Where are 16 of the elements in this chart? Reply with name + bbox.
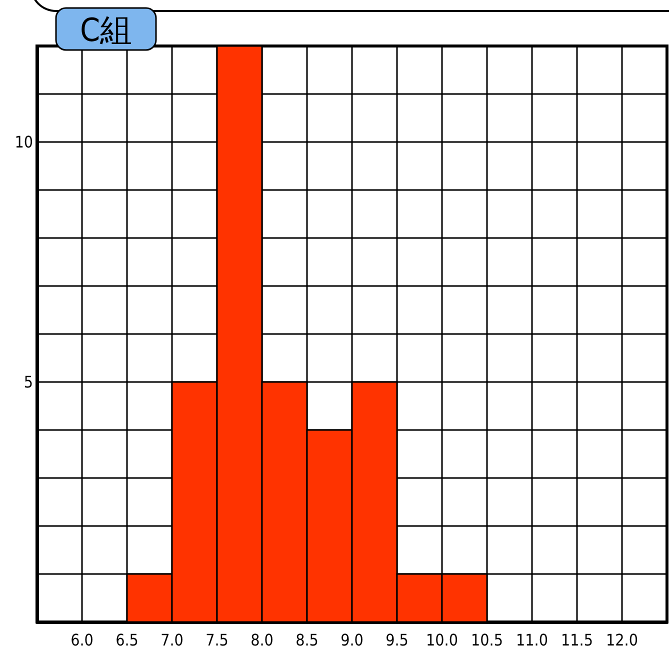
x-tick-label: 6.0 <box>70 630 94 650</box>
x-tick-label: 11.5 <box>560 630 594 650</box>
y-tick-label: 10 <box>14 132 33 152</box>
x-tick-label: 10.0 <box>426 630 458 650</box>
x-tick-label: 8.0 <box>250 630 274 650</box>
chart-title: C組 <box>80 11 132 49</box>
y-tick-label: 5 <box>24 372 33 392</box>
x-tick-label: 6.5 <box>116 630 138 650</box>
x-tick-label: 8.5 <box>296 630 318 650</box>
x-tick-label: 9.5 <box>386 630 408 650</box>
x-tick-label: 7.0 <box>160 630 184 650</box>
x-tick-label: 9.0 <box>340 630 364 650</box>
x-tick-label: 11.0 <box>516 630 548 650</box>
x-tick-label: 7.5 <box>206 630 228 650</box>
x-tick-label: 12.0 <box>606 630 638 650</box>
x-tick-label: 10.5 <box>470 630 504 650</box>
